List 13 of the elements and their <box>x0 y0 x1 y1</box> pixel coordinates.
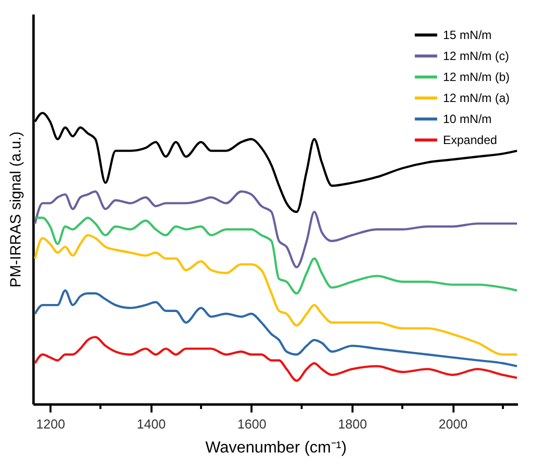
x-tick-label: 1200 <box>36 416 66 432</box>
legend-label: 15 mN/m <box>443 28 492 42</box>
x-tick-label: 1800 <box>338 416 367 432</box>
legend-label: 12 mN/m (b) <box>443 70 510 84</box>
y-axis-title: PM-IRRAS signal (a.u.) <box>8 132 24 288</box>
x-tick-label: 2000 <box>438 416 468 432</box>
legend-label: 12 mN/m (a) <box>443 91 510 105</box>
legend-label: Expanded <box>443 133 498 147</box>
x-tick-label: 1600 <box>237 416 266 432</box>
legend-label: 10 mN/m <box>443 112 492 126</box>
x-axis-title: Wavenumber (cm⁻¹) <box>205 440 347 456</box>
legend-label: 12 mN/m (c) <box>443 49 510 63</box>
x-tick-label: 1400 <box>136 416 166 432</box>
